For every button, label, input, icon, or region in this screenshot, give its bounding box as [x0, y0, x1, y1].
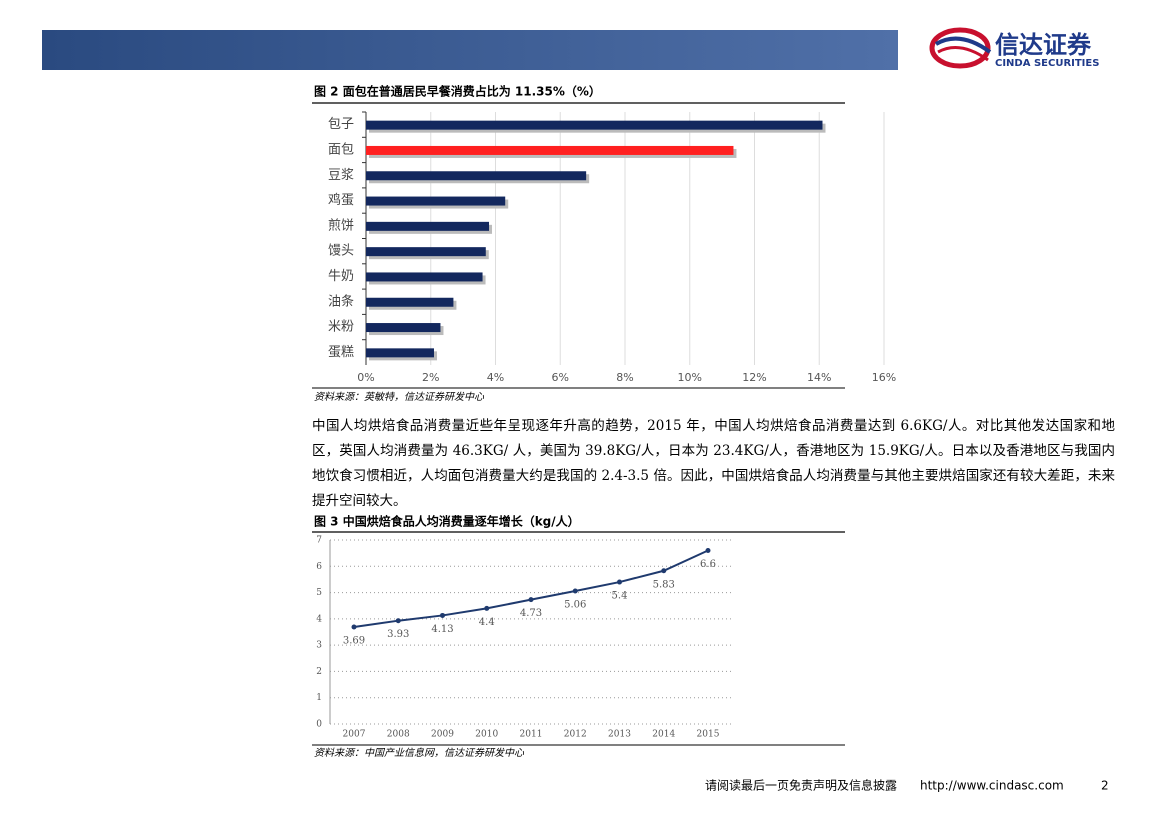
data-point [572, 588, 578, 594]
x-tick-label: 2007 [343, 730, 366, 740]
x-tick-label: 2011 [520, 730, 543, 740]
x-tick-label: 14% [807, 371, 831, 384]
bar [366, 221, 490, 231]
footer-url: http://www.cindasc.com [920, 779, 1064, 793]
data-point [395, 618, 401, 624]
figure-source: 资料来源：英敏特，信达证券研发中心 [314, 391, 485, 403]
x-tick-label: 12% [742, 371, 766, 384]
footer-disclaimer: 请阅读最后一页免责声明及信息披露 [705, 778, 897, 793]
y-tick-label: 0 [316, 720, 322, 730]
data-point [617, 579, 622, 585]
y-tick-label: 1 [316, 693, 322, 703]
data-label: 4.73 [520, 608, 542, 619]
x-tick-label: 2% [422, 371, 439, 384]
y-tick-label: 5 [316, 588, 322, 598]
y-tick-label: 面包 [328, 142, 354, 157]
y-tick-label: 牛奶 [328, 269, 354, 284]
x-tick-label: 2014 [652, 730, 675, 740]
y-tick-label: 鸡蛋 [328, 192, 354, 208]
header-band [42, 30, 898, 70]
y-tick-label: 6 [316, 562, 322, 572]
figure-title: 图 3 中国烘焙食品人均消费量逐年增长（kg/人） [314, 514, 580, 529]
y-tick-label: 2 [316, 667, 322, 677]
data-point [661, 568, 667, 574]
x-tick-label: 8% [616, 371, 633, 384]
figure-source: 资料来源：中国产业信息网，信达证券研发中心 [314, 747, 525, 759]
bar [366, 196, 506, 206]
x-tick-label: 2012 [564, 730, 587, 740]
y-tick-label: 4 [316, 614, 322, 624]
page-number: 2 [1101, 779, 1109, 793]
figure-title: 图 2 面包在普通居民早餐消费占比为 11.35%（%） [314, 84, 601, 99]
bar [366, 247, 486, 257]
data-point [484, 605, 490, 611]
data-point [351, 624, 357, 630]
data-label: 5.06 [564, 599, 586, 610]
data-label: 4.13 [431, 624, 453, 635]
y-tick-label: 豆浆 [328, 168, 354, 183]
bar [366, 348, 434, 358]
y-tick-label: 油条 [328, 293, 354, 309]
x-tick-label: 6% [552, 371, 569, 384]
y-tick-label: 蛋糕 [328, 345, 354, 360]
data-label: 3.93 [387, 629, 409, 640]
x-tick-label: 16% [872, 371, 896, 384]
data-point [440, 612, 445, 618]
bar [366, 120, 823, 130]
bar [366, 171, 587, 181]
x-tick-label: 0% [357, 371, 374, 384]
bar [366, 145, 734, 155]
x-tick-label: 2015 [697, 730, 720, 740]
data-label: 3.69 [343, 636, 365, 647]
data-label: 5.4 [612, 591, 628, 602]
logo-cn: 信达证券 [995, 31, 1092, 59]
data-label: 4.4 [479, 617, 495, 628]
logo-mark [929, 27, 992, 69]
y-tick-label: 馒头 [328, 244, 354, 259]
y-tick-label: 7 [316, 536, 322, 546]
data-point [528, 597, 534, 603]
y-tick-label: 煎饼 [328, 217, 354, 233]
x-tick-label: 4% [487, 371, 504, 384]
x-tick-label: 2013 [608, 730, 631, 740]
x-tick-label: 2008 [387, 730, 410, 740]
x-tick-label: 10% [678, 371, 702, 384]
data-point [705, 548, 711, 554]
x-tick-label: 2009 [431, 730, 454, 740]
y-tick-label: 3 [316, 641, 322, 651]
logo-en: CINDA SECURITIES [995, 58, 1099, 69]
y-tick-label: 包子 [328, 117, 354, 132]
bar [366, 297, 454, 307]
data-label: 6.6 [700, 559, 716, 570]
body-paragraph: 中国人均烘焙食品消费量近些年呈现逐年升高的趋势，2015 年，中国人均烘焙食品消… [312, 418, 1115, 509]
data-label: 5.83 [653, 579, 675, 590]
x-tick-label: 2010 [475, 730, 498, 740]
y-tick-label: 米粉 [328, 320, 354, 335]
bar [366, 272, 483, 282]
bar [366, 323, 441, 333]
